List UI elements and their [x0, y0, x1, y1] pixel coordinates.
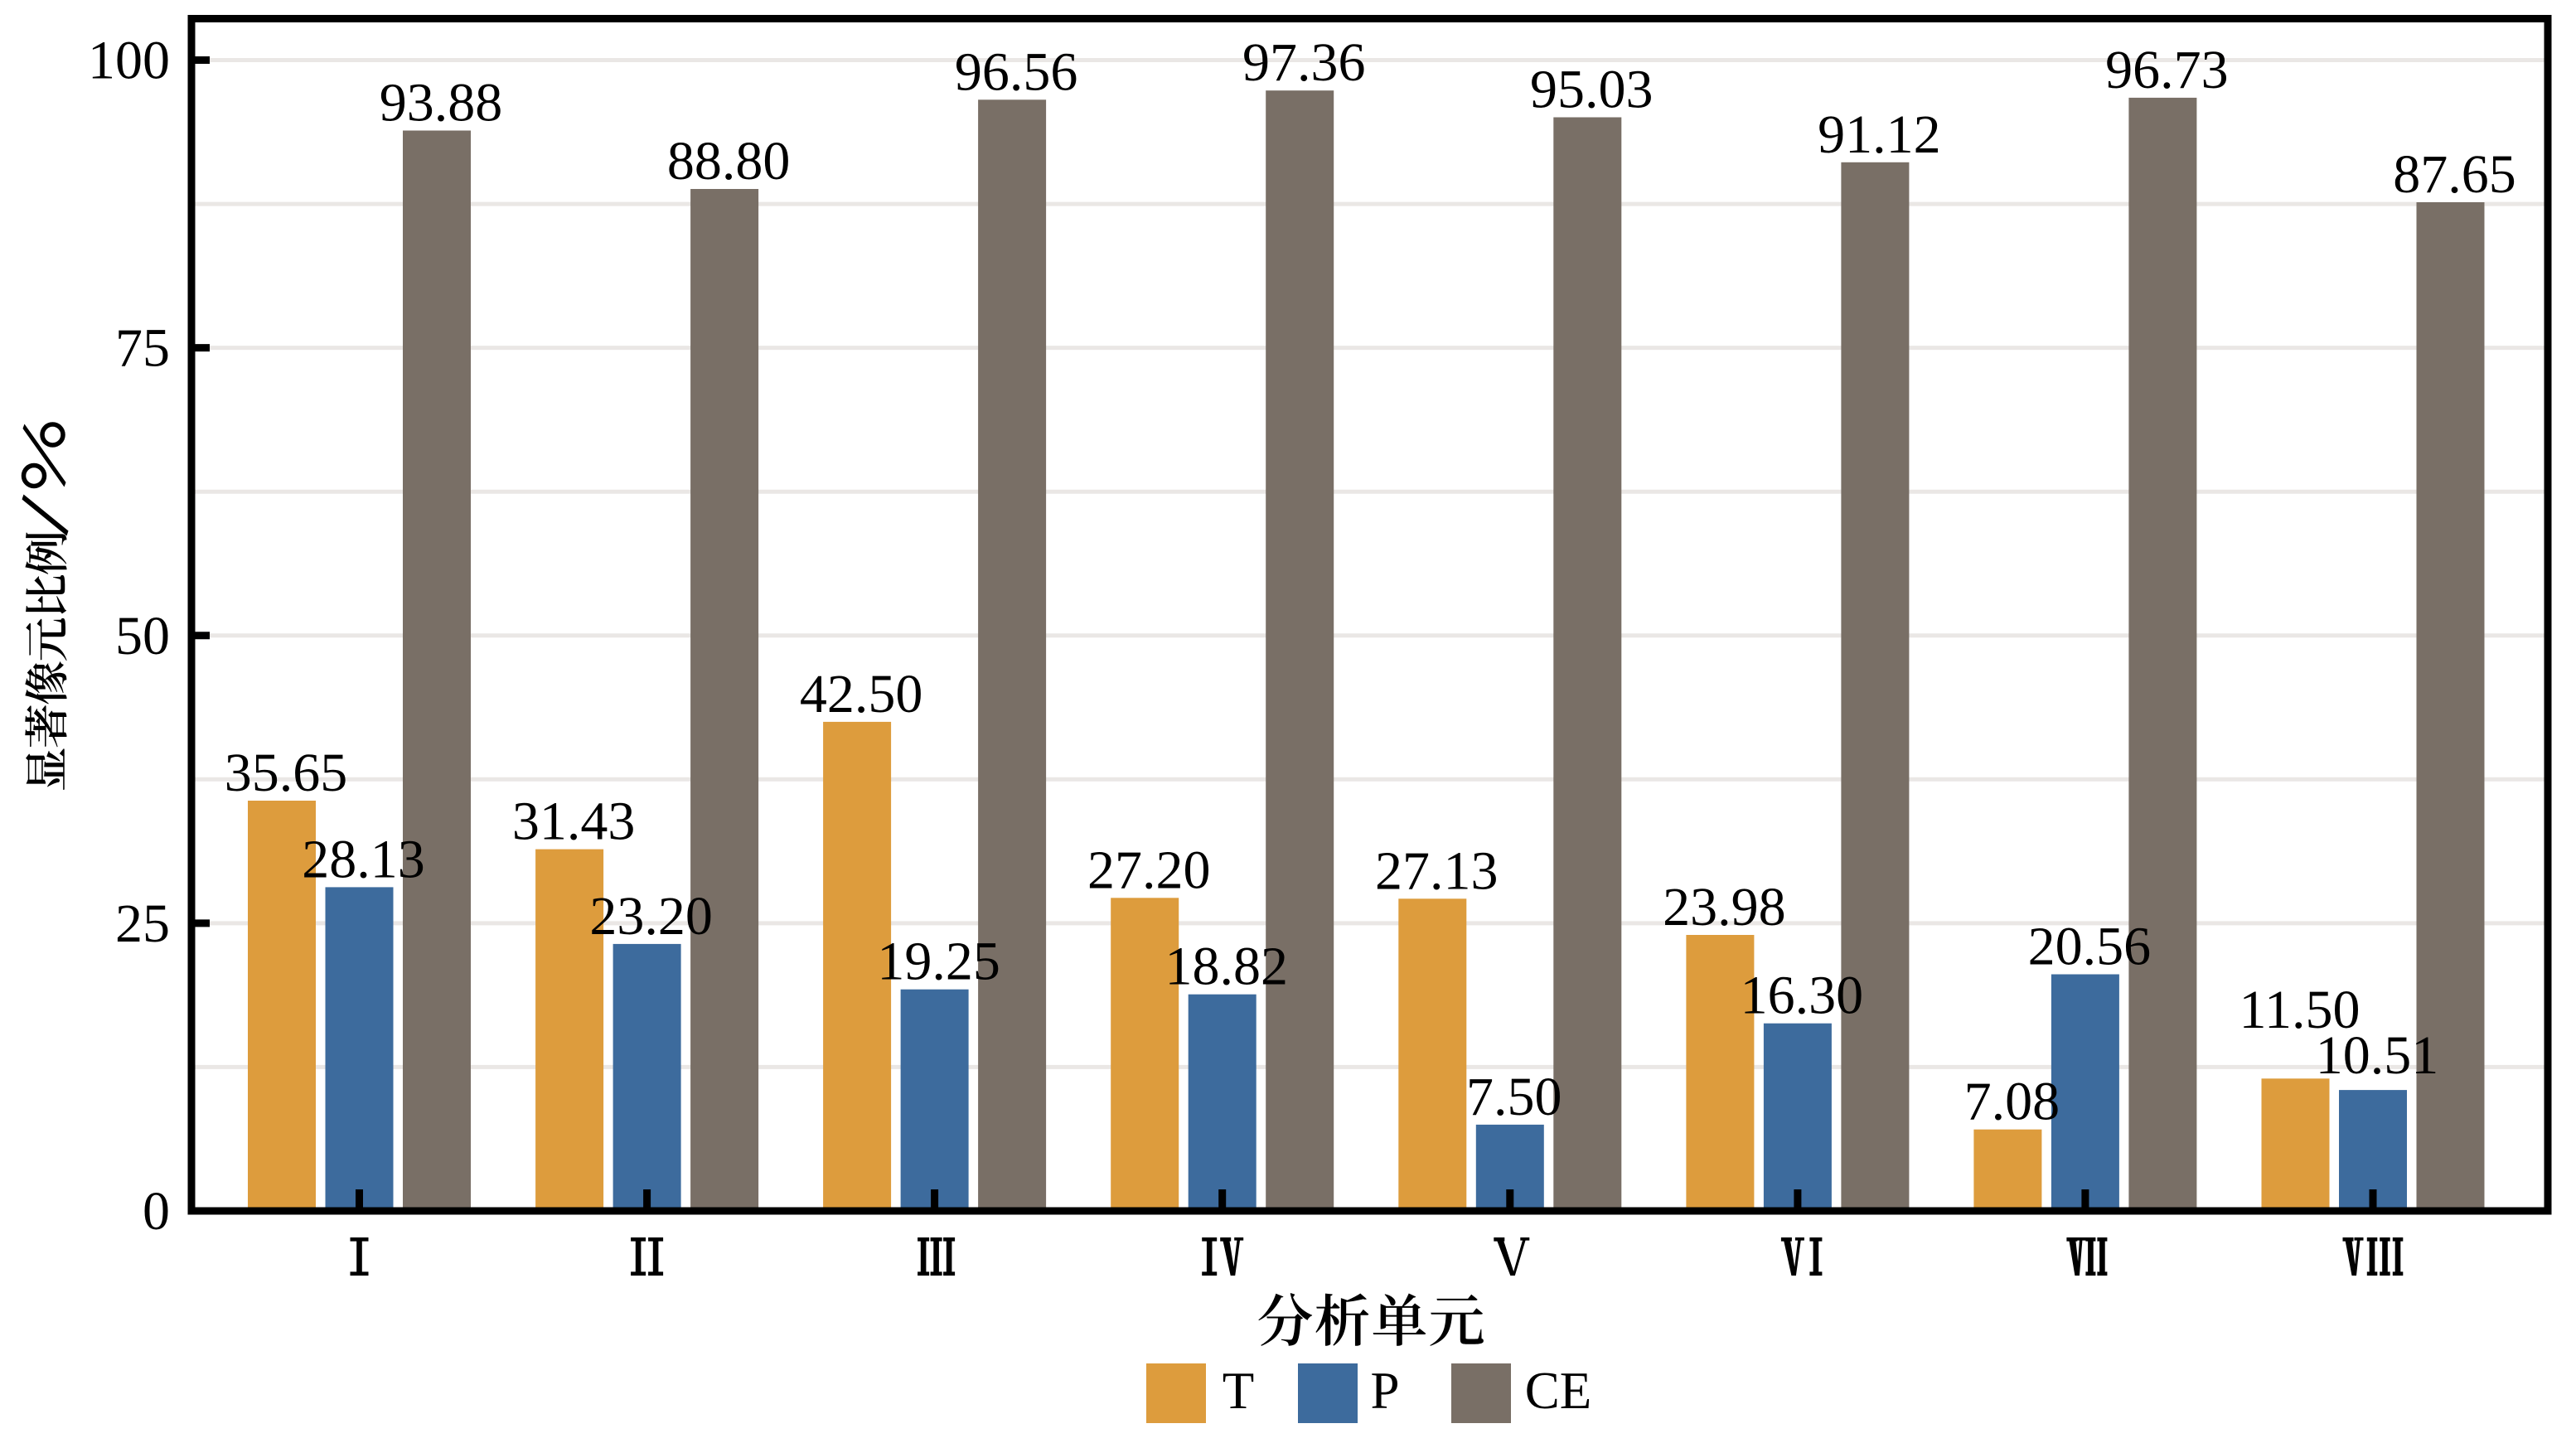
- svg-text:16.30: 16.30: [1741, 966, 1864, 1026]
- svg-text:31.43: 31.43: [512, 792, 636, 852]
- svg-text:95.03: 95.03: [1530, 60, 1654, 120]
- svg-text:35.65: 35.65: [225, 743, 348, 803]
- svg-text:96.56: 96.56: [955, 41, 1078, 102]
- svg-text:CE: CE: [1525, 1362, 1592, 1420]
- svg-text:28.13: 28.13: [302, 829, 425, 889]
- svg-text:87.65: 87.65: [2393, 144, 2516, 205]
- svg-text:19.25: 19.25: [877, 932, 1000, 992]
- svg-text:7.50: 7.50: [1466, 1067, 1562, 1127]
- svg-text:97.36: 97.36: [1242, 32, 1366, 93]
- svg-text:100: 100: [88, 31, 170, 91]
- svg-text:96.73: 96.73: [2105, 40, 2229, 100]
- svg-text:93.88: 93.88: [380, 73, 503, 133]
- svg-text:18.82: 18.82: [1165, 937, 1288, 997]
- svg-text:42.50: 42.50: [800, 664, 923, 724]
- svg-text:27.20: 27.20: [1087, 840, 1211, 900]
- svg-text:P: P: [1370, 1362, 1399, 1420]
- svg-text:25: 25: [115, 893, 170, 954]
- svg-text:27.13: 27.13: [1375, 840, 1499, 901]
- svg-text:23.98: 23.98: [1663, 877, 1786, 937]
- svg-text:88.80: 88.80: [667, 131, 791, 191]
- svg-text:20.56: 20.56: [2028, 917, 2152, 977]
- svg-text:0: 0: [143, 1181, 170, 1242]
- svg-text:91.12: 91.12: [1818, 104, 1941, 165]
- svg-text:11.50: 11.50: [2239, 980, 2360, 1040]
- svg-text:T: T: [1223, 1362, 1254, 1420]
- svg-text:7.08: 7.08: [1964, 1072, 2060, 1132]
- svg-text:50: 50: [115, 606, 170, 666]
- svg-text:75: 75: [115, 318, 170, 379]
- svg-text:10.51: 10.51: [2316, 1025, 2439, 1086]
- svg-text:23.20: 23.20: [589, 886, 713, 947]
